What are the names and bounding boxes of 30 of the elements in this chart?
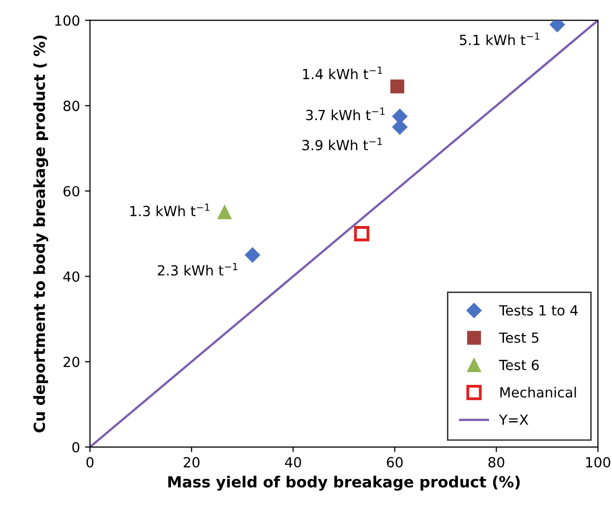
x-tick-label: 20 (184, 457, 200, 468)
legend-label: Mechanical (500, 386, 576, 398)
legend-label: Test 6 (498, 360, 539, 370)
point (390, 80, 404, 94)
annotation: 1.3 kWh t$^{−1}$ (130, 204, 210, 216)
y-tick-label: 20 (64, 356, 80, 368)
annotation: 5.1 kWh t$^{−1}$ (460, 32, 540, 46)
point (218, 205, 232, 220)
x-axis-title: Mass yield of body breakage product (%) (168, 476, 520, 491)
y-tick-label: 100 (55, 15, 80, 26)
legend-label: Y=X (499, 414, 528, 425)
y-axis-title: Cu deportment to body breakage product ( %) (33, 36, 48, 432)
point (392, 108, 408, 124)
x-tick-label: 80 (488, 457, 504, 468)
x-tick-label: 0 (86, 457, 94, 468)
y-tick-label: 80 (64, 100, 80, 112)
annotation: 3.9 kWh t$^{−1}$ (302, 138, 382, 150)
point (244, 247, 260, 263)
x-tick-label: 60 (386, 457, 403, 468)
x-tick-label: 40 (284, 457, 302, 468)
y-tick-label: 60 (64, 186, 80, 196)
legend-label: Tests 1 to 4 (498, 305, 578, 316)
y-tick-label: 40 (63, 271, 80, 282)
annotation: 3.7 kWh t$^{−1}$ (306, 108, 385, 120)
y-tick-label: 0 (72, 442, 80, 453)
x-tick-label: 100 (586, 457, 610, 468)
legend-label: Test 5 (498, 332, 538, 343)
annotation: 1.4 kWh t$^{−1}$ (303, 66, 382, 80)
point (354, 226, 370, 242)
annotation: 2.3 kWh t$^{−1}$ (158, 263, 238, 276)
